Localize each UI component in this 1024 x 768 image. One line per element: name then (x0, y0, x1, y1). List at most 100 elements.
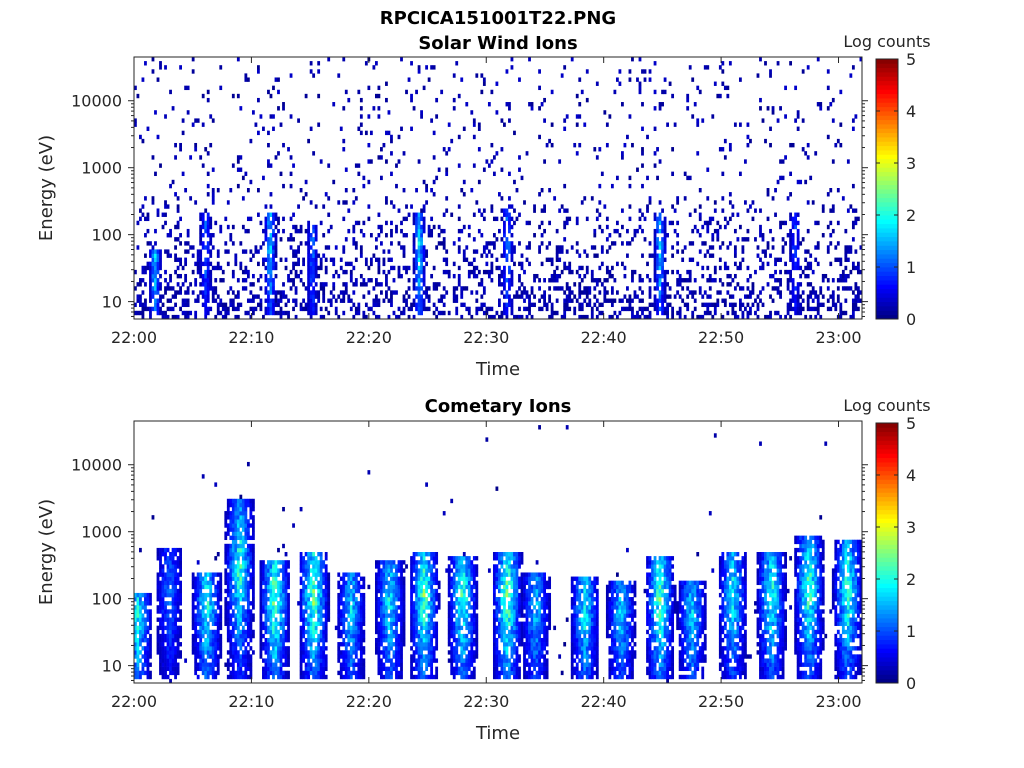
spectrogram-cell (600, 261, 604, 267)
spectrogram-cell (342, 57, 346, 62)
spectrogram-cell (307, 306, 311, 312)
x-tick-label: 22:40 (581, 328, 627, 347)
spectrogram-cell (244, 531, 248, 536)
spectrogram-cell (221, 269, 225, 275)
spectrogram-cell (324, 654, 328, 659)
spectrogram-cell (503, 253, 506, 258)
spectrogram-cell (550, 302, 554, 308)
spectrogram-cell (746, 228, 750, 234)
spectrogram-cell (322, 633, 326, 639)
spectrogram-cell (221, 278, 225, 283)
spectrogram-cell (231, 163, 235, 168)
spectrogram-cell (718, 278, 722, 283)
spectrogram-cell (269, 597, 273, 602)
spectrogram-cell (354, 646, 358, 651)
spectrogram-cell (304, 560, 308, 565)
spectrogram-cell (442, 212, 446, 217)
spectrogram-cell (262, 609, 265, 614)
spectrogram-cell (656, 282, 659, 287)
spectrogram-cell (457, 249, 461, 254)
spectrogram-cell (407, 314, 411, 320)
spectrogram-cell (412, 298, 416, 303)
spectrogram-cell (342, 290, 346, 295)
spectrogram-cell (236, 543, 240, 549)
spectrogram-cell (314, 556, 318, 561)
spectrogram-cell (590, 314, 594, 320)
spectrogram-cell (811, 306, 815, 312)
spectrogram-cell (359, 245, 363, 250)
spectrogram-cell (666, 122, 669, 127)
spectrogram-cell (477, 147, 481, 152)
spectrogram-cell (615, 290, 619, 295)
spectrogram-cell (196, 642, 200, 647)
spectrogram-cell (299, 580, 303, 586)
spectrogram-cell (149, 306, 152, 312)
spectrogram-cell (733, 310, 737, 316)
spectrogram-cell (312, 637, 316, 643)
spectrogram-cell (176, 237, 180, 242)
spectrogram-cell (349, 576, 353, 581)
spectrogram-cell (357, 126, 361, 131)
spectrogram-cell (711, 302, 715, 308)
spectrogram-cell (251, 273, 255, 279)
spectrogram-cell (653, 257, 657, 262)
spectrogram-cell (179, 654, 182, 659)
spectrogram-cell (430, 216, 434, 222)
spectrogram-cell (342, 216, 346, 222)
spectrogram-cell (789, 212, 793, 217)
spectrogram-cell (174, 547, 177, 553)
spectrogram-cell (154, 290, 157, 295)
spectrogram-cell (139, 282, 142, 287)
spectrogram-cell (196, 560, 200, 565)
spectrogram-cell (427, 298, 431, 303)
spectrogram-cell (377, 269, 381, 275)
spectrogram-cell (513, 220, 516, 226)
spectrogram-cell (279, 597, 283, 602)
spectrogram-cell (246, 216, 250, 222)
spectrogram-cell (254, 245, 258, 250)
spectrogram-cell (181, 118, 185, 123)
spectrogram-cell (691, 294, 695, 299)
spectrogram-cell (779, 269, 782, 275)
spectrogram-cell (309, 601, 313, 606)
spectrogram-cell (287, 601, 290, 606)
spectrogram-cell (605, 249, 609, 254)
spectrogram-cell (272, 654, 275, 659)
spectrogram-cell (236, 592, 240, 598)
spectrogram-cell (334, 306, 338, 312)
spectrogram-cell (246, 531, 250, 536)
spectrogram-cell (272, 253, 275, 258)
spectrogram-cell (731, 212, 735, 217)
spectrogram-cell (578, 302, 582, 308)
spectrogram-cell (575, 122, 579, 127)
spectrogram-cell (259, 625, 263, 631)
spectrogram-cell (166, 584, 170, 590)
spectrogram-cell (264, 584, 268, 590)
spectrogram-cell (267, 588, 270, 594)
spectrogram-cell (264, 658, 268, 663)
spectrogram-cell (244, 539, 248, 545)
spectrogram-cell (465, 286, 469, 291)
spectrogram-cell (836, 220, 840, 226)
spectrogram-cell (259, 609, 263, 614)
spectrogram-cell (159, 261, 162, 267)
spectrogram-cell (134, 617, 137, 622)
spectrogram-cell (485, 253, 489, 258)
spectrogram-cell (229, 646, 233, 651)
spectrogram-cell (693, 278, 697, 283)
spectrogram-cell (322, 564, 326, 569)
spectrogram-cell (347, 658, 351, 663)
spectrogram-cell (156, 298, 160, 303)
spectrogram-cell (831, 118, 835, 123)
spectrogram-cell (764, 61, 767, 66)
spectrogram-cell (211, 674, 215, 680)
spectrogram-cell (324, 605, 328, 610)
spectrogram-cell (653, 245, 657, 250)
spectrogram-cell (251, 543, 255, 549)
spectrogram-cell (796, 114, 800, 119)
spectrogram-cell (196, 249, 200, 254)
spectrogram-cell (209, 233, 213, 238)
spectrogram-cell (279, 601, 283, 606)
spectrogram-cell (216, 613, 220, 618)
spectrogram-cell (663, 294, 667, 299)
